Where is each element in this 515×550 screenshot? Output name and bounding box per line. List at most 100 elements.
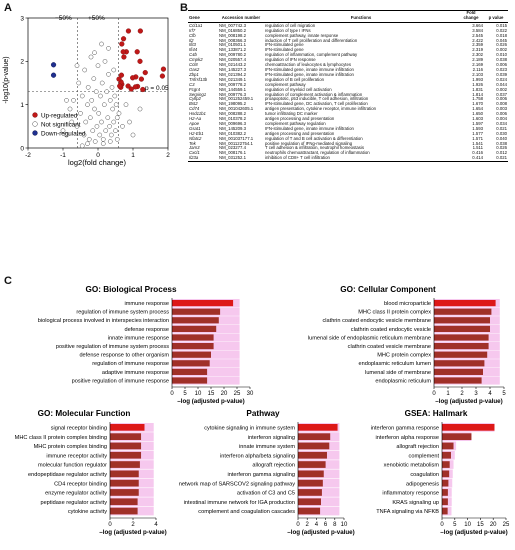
x-tick-label: 10: [341, 522, 348, 528]
category-label: xenobiotic metabolism: [384, 463, 440, 469]
legend-marker: [32, 130, 38, 136]
x-tick-label: 6: [324, 522, 328, 528]
p-cell: 0.026: [496, 145, 507, 151]
ns-point: [98, 93, 103, 99]
fold-cell: 1.654: [472, 106, 483, 112]
ns-point: [74, 63, 80, 69]
plus50-label: +50%: [88, 15, 105, 22]
function-cell: antigen presentation, cytokine receptor,…: [265, 106, 377, 112]
function-cell: regulation of B cell proliferation: [265, 76, 324, 82]
category-label: immune response: [125, 301, 169, 307]
fold-cell: 1.603: [472, 116, 483, 122]
x-tick-label: 4: [154, 522, 158, 528]
ns-point: [87, 115, 93, 121]
category-label: interferon alpha/beta signaling: [220, 453, 295, 459]
ns-point: [99, 119, 104, 125]
function-cell: T cell adhesion & infiltration, neutroph…: [265, 145, 365, 151]
ns-point: [81, 132, 87, 138]
x-tick-label: 0: [108, 522, 112, 528]
category-label: cytokine signaling in immune system: [204, 425, 295, 431]
p-cell: 0.045: [496, 37, 507, 43]
fold-cell: 3.584: [472, 27, 483, 33]
table-row: Apoe NM_009696.3 complement pathway regula…: [188, 121, 508, 127]
category-label: blood microparticle: [384, 301, 431, 307]
accession-cell: NM_010501.1: [219, 42, 246, 48]
function-cell: induction of T cell proliferation and di…: [265, 37, 358, 43]
p-header: p value: [484, 10, 508, 23]
p-cell: 0.040: [496, 135, 507, 141]
category-label: MHC protein complex: [377, 353, 431, 359]
ns-point: [64, 132, 69, 138]
p-cell: 0.030: [496, 130, 507, 136]
gene-cell: Cxcl1: [189, 150, 200, 156]
gene-cell: Nfatc2: [189, 135, 202, 141]
category-label: complement and coagulation cascades: [198, 509, 295, 515]
fold-cell: 1.758: [472, 96, 483, 102]
bar: [172, 334, 214, 341]
bar-chart-title: Pathway: [246, 409, 280, 418]
ns-point: [76, 80, 82, 86]
ns-point: [130, 132, 136, 138]
function-cell: tumor infiltrating DC marker: [265, 111, 318, 117]
bar: [172, 300, 234, 307]
p-cell: 0.006: [496, 62, 507, 68]
ns-point: [95, 63, 101, 69]
category-label: interferon gamma response: [371, 425, 439, 431]
category-label: network map of SARSCOV2 signaling pathwa…: [179, 481, 295, 487]
ns-point: [91, 76, 97, 82]
up-point: [119, 41, 125, 47]
ns-point: [109, 84, 115, 90]
category-label: defense response to other organism: [79, 353, 169, 359]
fold-cell: 0.414: [472, 155, 483, 161]
accession-cell: NM_008288.2: [219, 111, 246, 117]
ns-point: [111, 119, 117, 125]
pathway-chart: Pathway cytokine signaling in immune syst…: [179, 409, 355, 536]
x-tick-label: 25: [503, 522, 510, 528]
accession-cell: NM_009780.2: [219, 52, 246, 58]
bar: [298, 461, 326, 468]
function-cell: neutrophils chemoattractant, regulation …: [265, 150, 370, 156]
function-cell: antigen processing and presentation: [265, 116, 335, 122]
category-label: regulation of immune response: [92, 361, 169, 367]
bar: [110, 451, 142, 459]
gene-cell: Ccl1a1: [189, 22, 203, 28]
category-label: clathrin coated endocytic vesicle membra…: [322, 318, 431, 324]
gene-cell: Cfb: [189, 32, 196, 38]
function-cell: IFN-stimulated gene, innate immune infil…: [265, 66, 354, 72]
p-cell: 0.038: [496, 140, 507, 146]
table-row: Cmpk2 NM_020557.4 regulation of IFN respon…: [188, 57, 508, 63]
table-row: Bst2 NM_198095.2 IFN-stimulated gene, DC a…: [188, 101, 508, 107]
bar-chart-title: GO: Biological Process: [86, 285, 177, 294]
fold-cell: 1.577: [472, 130, 483, 136]
ns-point: [113, 128, 118, 134]
x-tick-label: 10: [195, 391, 202, 397]
bar: [298, 489, 322, 496]
y-tick-label: 0: [20, 145, 24, 152]
fold-cell: 2.319: [472, 47, 483, 53]
bar: [298, 451, 327, 459]
ns-point: [113, 102, 119, 108]
gene-cell: Ifi44: [189, 47, 198, 53]
fold-cell: 1.670: [472, 101, 483, 107]
bar: [434, 377, 482, 384]
up-point: [159, 73, 166, 79]
category-label: TNFA signaling via NFKB: [376, 509, 439, 515]
accession-cell: NM_020557.4: [219, 57, 246, 63]
bar: [172, 343, 214, 350]
accession-cell: NM_021349.1: [219, 76, 246, 82]
down-point: [50, 72, 57, 78]
fold-cell: 0.416: [472, 150, 483, 156]
p-cell: 0.006: [496, 111, 507, 117]
p-cell: 0.004: [496, 116, 507, 122]
gene-cell: Il23a: [189, 155, 199, 161]
table-row: Il23a NM_031252.1 inhibition of CD8+ T cel…: [188, 155, 508, 161]
fold-header: Fold change: [458, 10, 484, 23]
category-label: KRAS signaling up: [392, 500, 439, 506]
ns-point: [82, 67, 88, 73]
ns-point: [94, 123, 100, 129]
function-cell: regulation of complement activation & in…: [265, 91, 363, 97]
volcano-xlabel: log2(fold change): [68, 158, 126, 167]
table-row: Ifit3 NM_010501.1 IFN-stimulated gene 2.359…: [188, 43, 508, 48]
up-point: [120, 36, 127, 42]
p-cell: 0.038: [496, 57, 507, 63]
